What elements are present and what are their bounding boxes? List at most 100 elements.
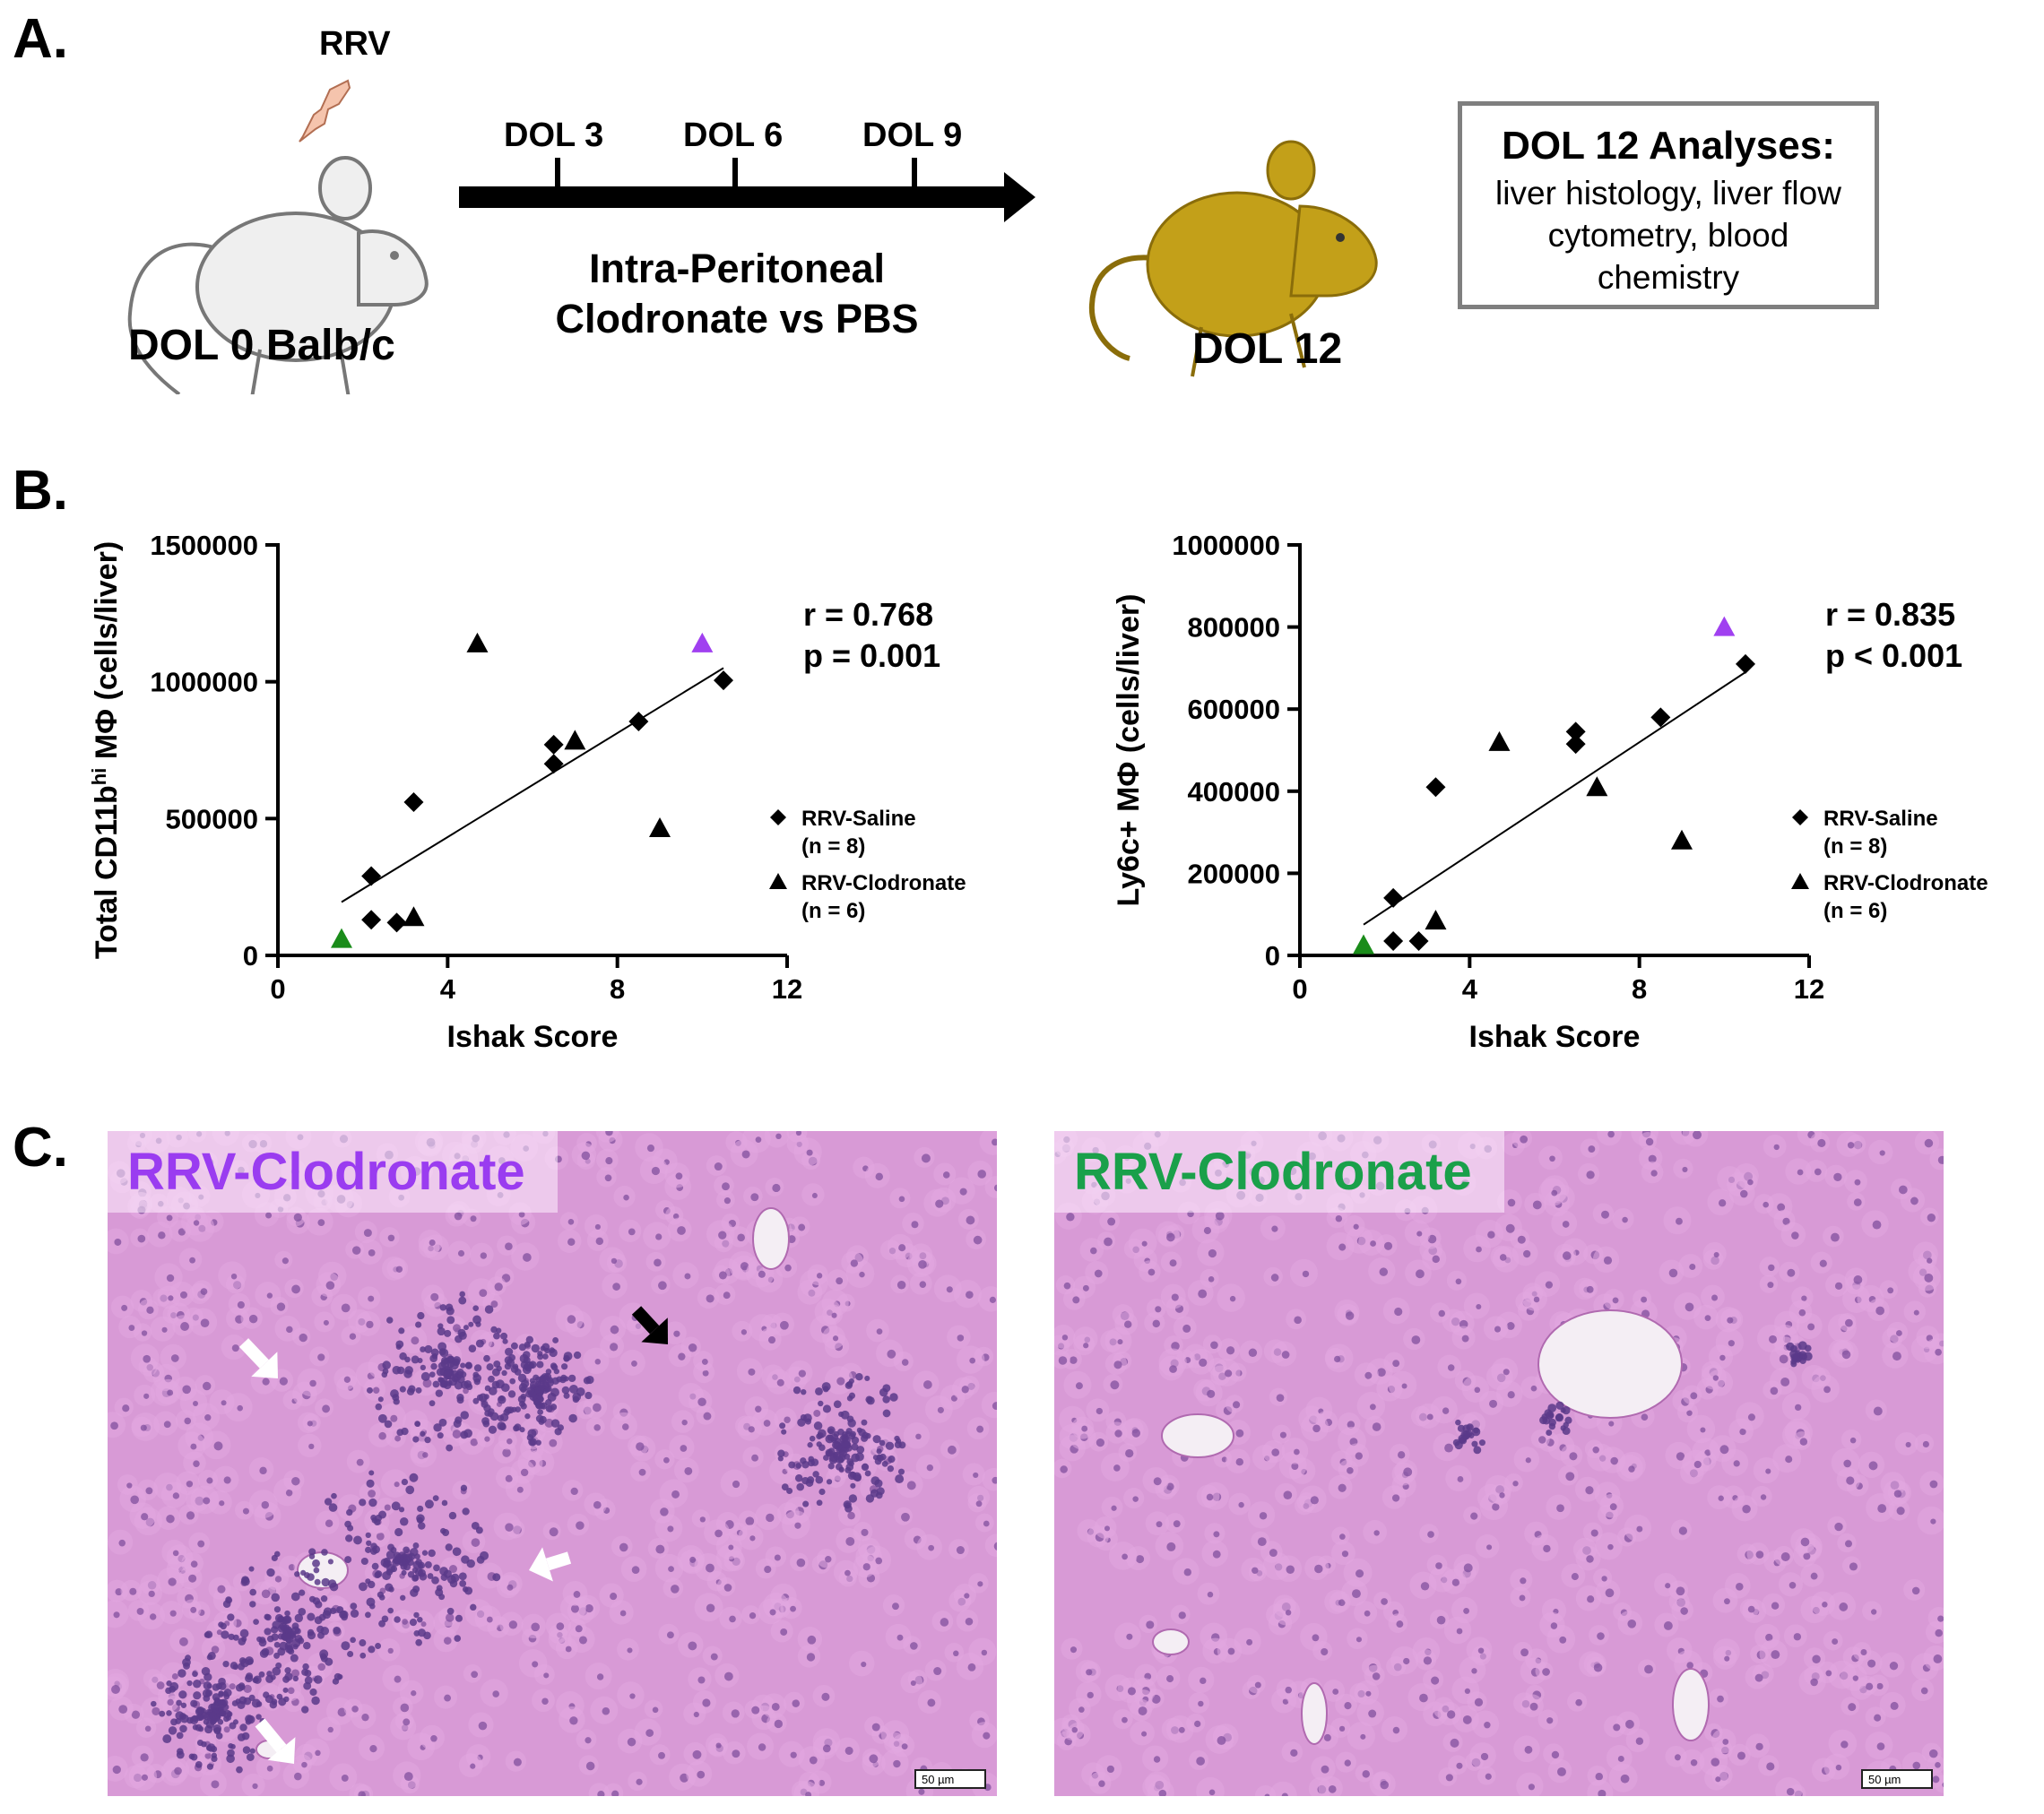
- infiltrate-nucleus: [273, 1606, 281, 1613]
- infiltrate-nucleus: [545, 1369, 552, 1375]
- infiltrate-nucleus: [846, 1380, 853, 1388]
- infiltrate-nucleus: [496, 1365, 502, 1372]
- infiltrate-nucleus: [475, 1339, 484, 1348]
- infiltrate-nucleus: [232, 1719, 238, 1725]
- infiltrate-nucleus: [424, 1344, 433, 1353]
- infiltrate-nucleus: [273, 1652, 281, 1659]
- infiltrate-nucleus: [879, 1439, 886, 1447]
- infiltrate-nucleus: [327, 1579, 337, 1588]
- infiltrate-nucleus: [490, 1326, 498, 1334]
- data-point-clodronate: [1425, 910, 1447, 930]
- infiltrate-nucleus: [227, 1613, 235, 1621]
- infiltrate-nucleus: [822, 1386, 829, 1393]
- x-tick-label: 0: [270, 973, 285, 1005]
- infiltrate-nucleus: [359, 1499, 367, 1507]
- infiltrate-nucleus: [239, 1723, 247, 1732]
- infiltrate-nucleus: [365, 1578, 371, 1585]
- infiltrate-nucleus: [321, 1577, 330, 1587]
- infiltrate-nucleus: [432, 1380, 440, 1388]
- infiltrate-nucleus: [838, 1454, 846, 1462]
- analysis-title: DOL 12 Analyses:: [1502, 124, 1835, 168]
- infiltrate-nucleus: [881, 1460, 888, 1467]
- infiltrate-nucleus: [228, 1742, 234, 1749]
- infiltrate-nucleus: [391, 1501, 401, 1511]
- infiltrate-nucleus: [448, 1511, 457, 1520]
- infiltrate-nucleus: [444, 1369, 452, 1378]
- infiltrate-nucleus: [484, 1305, 494, 1314]
- infiltrate-nucleus: [537, 1409, 543, 1415]
- data-point-saline: [543, 734, 564, 755]
- scatter-chart-right: 0 200000 400000 600000 800000 1000000 0 4 8 12 Ish…: [1112, 530, 1988, 1054]
- infiltrate-nucleus: [777, 1456, 784, 1462]
- infiltrate-nucleus: [398, 1558, 407, 1567]
- infiltrate-nucleus: [245, 1719, 252, 1725]
- infiltrate-nucleus: [368, 1498, 377, 1507]
- infiltrate-nucleus: [818, 1444, 826, 1451]
- infiltrate-nucleus: [518, 1343, 526, 1352]
- legend-clodronate: RRV-Clodronate: [801, 871, 966, 895]
- infiltrate-nucleus: [460, 1362, 466, 1369]
- y-axis-label: Ly6c+ MΦ (cells/liver): [1112, 594, 1146, 907]
- infiltrate-nucleus: [488, 1375, 495, 1383]
- micrograph-left: RRV-Clodronate 50 µm: [108, 1131, 997, 1796]
- infiltrate-nucleus: [196, 1706, 205, 1715]
- infiltrate-nucleus: [225, 1715, 232, 1721]
- infiltrate-nucleus: [403, 1369, 412, 1378]
- x-tick-label: 0: [1292, 973, 1307, 1005]
- infiltrate-nucleus: [523, 1351, 531, 1359]
- vessel-lumen: [1152, 1628, 1190, 1655]
- infiltrate-nucleus: [514, 1368, 522, 1376]
- panel-a-letter: A.: [13, 8, 68, 70]
- infiltrate-nucleus: [833, 1400, 842, 1409]
- infiltrate-nucleus: [309, 1688, 317, 1697]
- panel-b-letter: B.: [13, 460, 68, 522]
- infiltrate-nucleus: [307, 1631, 316, 1640]
- infiltrate-nucleus: [388, 1586, 394, 1593]
- infiltrate-nucleus: [430, 1362, 437, 1370]
- infiltrate-nucleus: [236, 1766, 243, 1774]
- infiltrate-nucleus: [271, 1593, 281, 1602]
- infiltrate-nucleus: [195, 1761, 203, 1768]
- data-point-clodronate: [403, 906, 425, 927]
- infiltrate-nucleus: [417, 1628, 426, 1637]
- infiltrate-nucleus: [888, 1456, 896, 1464]
- infiltrate-nucleus: [385, 1568, 394, 1576]
- infiltrate-nucleus: [408, 1385, 416, 1393]
- infiltrate-nucleus: [1790, 1360, 1797, 1368]
- infiltrate-nucleus: [374, 1571, 381, 1579]
- infiltrate-nucleus: [887, 1464, 895, 1473]
- infiltrate-nucleus: [365, 1546, 372, 1553]
- infiltrate-nucleus: [382, 1360, 391, 1369]
- stat-p: p < 0.001: [1825, 637, 1962, 674]
- infiltrate-nucleus: [510, 1342, 518, 1350]
- infiltrate-nucleus: [435, 1389, 444, 1397]
- infiltrate-nucleus: [370, 1515, 377, 1521]
- infiltrate-nucleus: [895, 1438, 902, 1444]
- infiltrate-nucleus: [271, 1554, 278, 1562]
- infiltrate-nucleus: [816, 1499, 823, 1507]
- infiltrate-nucleus: [583, 1377, 592, 1385]
- infiltrate-nucleus: [366, 1540, 372, 1546]
- arrow-head-icon: [641, 1317, 668, 1344]
- infiltrate-nucleus: [1560, 1407, 1566, 1413]
- infiltrate-nucleus: [386, 1317, 394, 1324]
- infiltrate-nucleus: [283, 1696, 290, 1703]
- infiltrate-nucleus: [399, 1386, 406, 1393]
- infiltrate-nucleus: [387, 1543, 394, 1551]
- infiltrate-nucleus: [418, 1522, 426, 1530]
- infiltrate-nucleus: [301, 1706, 309, 1714]
- infiltrate-nucleus: [865, 1494, 875, 1503]
- infiltrate-nucleus: [444, 1329, 452, 1337]
- infiltrate-nucleus: [186, 1680, 193, 1687]
- infiltrate-nucleus: [897, 1468, 905, 1475]
- infiltrate-nucleus: [486, 1363, 494, 1371]
- data-point-saline: [543, 754, 564, 774]
- scatter-chart-left: 0 500000 1000000 1500000 0 4 8 12 Ishak Score Tot…: [88, 530, 966, 1054]
- infiltrate-nucleus: [550, 1419, 560, 1428]
- infiltrate-nucleus: [344, 1556, 352, 1564]
- legend-saline-n: (n = 8): [1823, 834, 1887, 859]
- infiltrate-nucleus: [794, 1474, 803, 1482]
- infiltrate-nucleus: [856, 1446, 865, 1454]
- infiltrate-nucleus: [456, 1396, 464, 1404]
- infiltrate-nucleus: [1786, 1342, 1795, 1352]
